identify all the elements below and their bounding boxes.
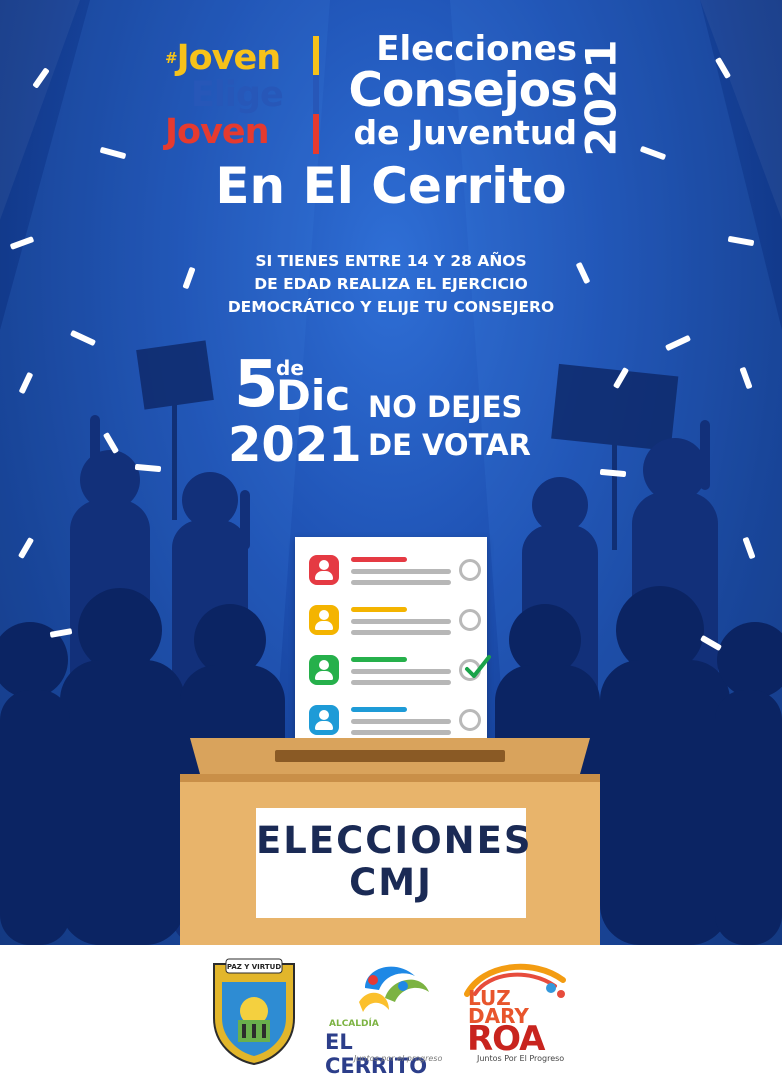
cta-line-2: DE VOTAR — [368, 428, 531, 462]
eligibility-text: SI TIENES ENTRE 14 Y 28 AÑOS DE EDAD REA… — [191, 250, 591, 319]
alcaldia-logo-icon — [359, 966, 429, 1012]
alcaldia-label: ALCALDÍA — [329, 1019, 379, 1029]
cta-line-1: NO DEJES — [368, 390, 523, 424]
candidate-color-line — [351, 657, 407, 662]
brand-line-2: Elige — [191, 75, 284, 115]
call-to-action: NO DEJES DE VOTAR — [368, 388, 558, 464]
roa-line-1: LUZ — [468, 986, 511, 1010]
vote-circle-icon — [459, 559, 481, 581]
roa-arc-icon — [464, 963, 566, 998]
ballot-box-label: ELECCIONES CMJ — [256, 808, 533, 918]
date-de: de — [276, 356, 304, 380]
check-icon — [465, 655, 491, 678]
alcaldia-tagline: Juntos por el progreso — [354, 1054, 443, 1063]
joven-elige-joven-logo: #Joven Elige Joven — [165, 40, 305, 151]
eligibility-line-3: DEMOCRÁTICO Y ELIJE TU CONSEJERO — [227, 298, 555, 316]
shield-motto: PAZ Y VIRTUD — [227, 963, 281, 971]
title-line-1: Elecciones — [376, 29, 577, 69]
place-heading: En El Cerrito — [215, 157, 567, 215]
roa-line-3: ROA — [467, 1019, 545, 1059]
eligibility-line-1: SI TIENES ENTRE 14 Y 28 AÑOS — [255, 252, 527, 270]
roa-tagline: Juntos Por El Progreso — [477, 1054, 565, 1063]
title-line-3: de Juventud — [353, 113, 577, 152]
candidate-icon — [309, 555, 339, 585]
eligibility-line-2: DE EDAD REALIZA EL EJERCICIO — [254, 275, 528, 293]
candidate-icon — [309, 705, 339, 735]
brand-divider — [313, 36, 319, 154]
box-label-line-1: ELECCIONES — [256, 819, 533, 862]
candidate-icon — [309, 605, 339, 635]
candidate-color-line — [351, 557, 407, 562]
ballot-row — [309, 651, 491, 687]
brand-line-3: Joven — [165, 112, 270, 152]
ballot-row — [309, 701, 481, 737]
date-year: 2021 — [228, 417, 362, 473]
title-line-2: Consejos — [348, 63, 578, 118]
ballot-row — [309, 601, 481, 637]
candidate-color-line — [351, 607, 407, 612]
vote-circle-icon — [459, 609, 481, 631]
municipal-shield-logo: PAZ Y VIRTUD — [213, 958, 295, 1066]
luz-dary-roa-logo: LUZ DARY ROA Juntos Por El Progreso — [463, 958, 573, 1068]
box-label-line-2: CMJ — [349, 861, 433, 904]
roa-line-2: DARY — [468, 1004, 529, 1028]
alcaldia-name: EL CERRITO — [325, 1030, 428, 1078]
title-year: 2021 — [576, 39, 626, 157]
ballot-row — [309, 551, 481, 587]
date-day: 5 — [234, 348, 279, 422]
candidate-color-line — [351, 707, 407, 712]
event-title: Elecciones Consejos de Juventud — [327, 29, 578, 152]
candidate-icon — [309, 655, 339, 685]
ballot-paper — [295, 537, 491, 757]
brand-line-1: #Joven — [165, 38, 281, 78]
vote-circle-icon — [459, 709, 481, 731]
date-month: Dic — [276, 371, 351, 420]
